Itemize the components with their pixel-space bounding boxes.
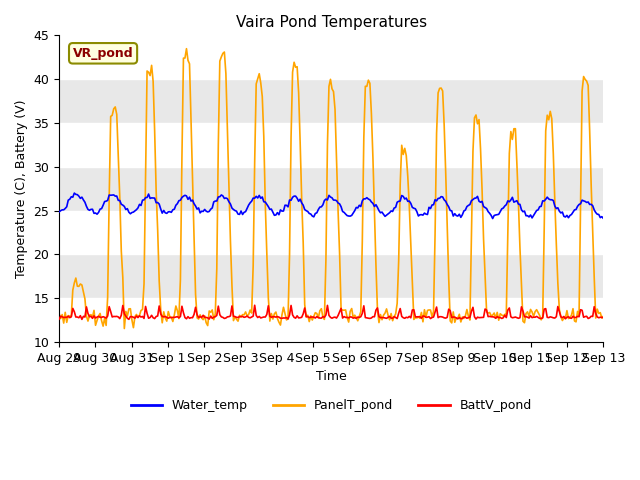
Bar bbox=[59, 36, 604, 79]
Text: VR_pond: VR_pond bbox=[73, 47, 133, 60]
BattV_pond bbox=[55, 316, 63, 322]
BattV_pond bbox=[572, 314, 580, 320]
Water_temp bbox=[295, 198, 303, 204]
BattV_pond bbox=[237, 313, 245, 319]
PanelT_pond bbox=[221, 49, 228, 55]
Legend: Water_temp, PanelT_pond, BattV_pond: Water_temp, PanelT_pond, BattV_pond bbox=[125, 394, 537, 417]
Water_temp bbox=[572, 206, 580, 212]
Line: BattV_pond: BattV_pond bbox=[59, 305, 604, 319]
Water_temp bbox=[55, 209, 63, 215]
Water_temp bbox=[70, 190, 78, 196]
Bar bbox=[59, 211, 604, 254]
BattV_pond bbox=[78, 316, 86, 322]
Line: PanelT_pond: PanelT_pond bbox=[59, 48, 604, 328]
Y-axis label: Temperature (C), Battery (V): Temperature (C), Battery (V) bbox=[15, 99, 28, 278]
BattV_pond bbox=[219, 314, 227, 320]
Water_temp bbox=[600, 216, 607, 221]
X-axis label: Time: Time bbox=[316, 370, 347, 383]
Water_temp bbox=[237, 208, 245, 214]
Water_temp bbox=[124, 206, 131, 212]
Title: Vaira Pond Temperatures: Vaira Pond Temperatures bbox=[236, 15, 427, 30]
Bar bbox=[59, 79, 604, 123]
Bar bbox=[59, 123, 604, 167]
PanelT_pond bbox=[572, 319, 580, 325]
BattV_pond bbox=[251, 302, 259, 308]
PanelT_pond bbox=[55, 311, 63, 316]
PanelT_pond bbox=[182, 46, 190, 51]
Water_temp bbox=[246, 200, 254, 205]
PanelT_pond bbox=[124, 313, 131, 319]
Bar bbox=[59, 298, 604, 342]
PanelT_pond bbox=[248, 310, 255, 316]
Water_temp bbox=[489, 216, 497, 221]
PanelT_pond bbox=[120, 325, 128, 331]
BattV_pond bbox=[600, 315, 607, 321]
BattV_pond bbox=[296, 315, 304, 321]
Water_temp bbox=[219, 193, 227, 199]
PanelT_pond bbox=[296, 140, 304, 145]
PanelT_pond bbox=[600, 313, 607, 319]
PanelT_pond bbox=[239, 312, 246, 317]
BattV_pond bbox=[246, 315, 254, 321]
Line: Water_temp: Water_temp bbox=[59, 193, 604, 218]
Bar bbox=[59, 254, 604, 298]
Bar bbox=[59, 167, 604, 211]
BattV_pond bbox=[124, 315, 131, 321]
